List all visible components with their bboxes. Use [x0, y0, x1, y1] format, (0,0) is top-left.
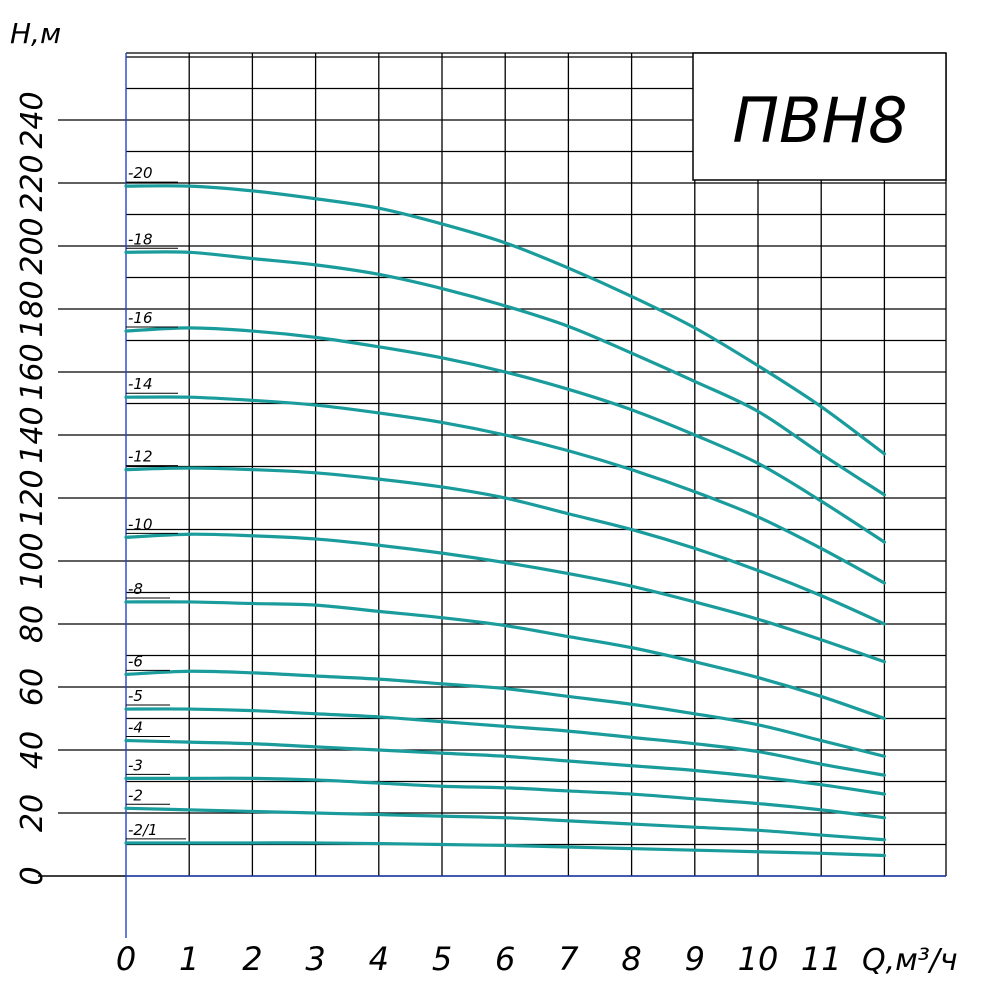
- series-line-1: [124, 250, 886, 497]
- series-labels: -20 -18 -16 -14 -12 -10 -8 -6 -5 -4 -3 -2 -2/1: [126, 164, 186, 840]
- x-axis-label: Q,м³/ч: [862, 943, 958, 978]
- y-tick-label: 80: [15, 605, 50, 643]
- y-tick-labels: 0 20 40 60 80 100 120 140 160 180 200 220 240: [15, 91, 50, 885]
- series-line-2: [124, 326, 886, 544]
- y-tick-label: 220: [15, 154, 50, 211]
- x-tick-label: 4: [369, 940, 389, 978]
- series-line-7: [124, 669, 886, 758]
- x-tick-labels: 0 1 2 3 4 5 6 7 8 9 10 11: [116, 940, 842, 978]
- x-tick-label: 3: [305, 940, 325, 978]
- series-line-6: [124, 600, 886, 721]
- y-tick-label: 20: [15, 794, 50, 832]
- series-label: -8: [128, 580, 143, 598]
- y-tick-label: 60: [15, 668, 50, 706]
- series-line-3: [124, 395, 886, 585]
- series-label: -10: [128, 515, 153, 533]
- series-label: -12: [128, 448, 153, 466]
- y-tick-label: 120: [15, 469, 50, 526]
- x-tick-label: 1: [179, 940, 199, 978]
- x-tick-label: 8: [621, 940, 641, 978]
- x-tick-label: 7: [558, 940, 579, 978]
- series-label: -2/1: [128, 821, 158, 839]
- x-tick-label: 6: [495, 940, 515, 978]
- y-tick-label: 160: [15, 343, 50, 400]
- series-label: -14: [128, 375, 153, 393]
- y-tick-label: 240: [15, 91, 50, 148]
- x-tick-label: 11: [801, 940, 842, 978]
- series-label: -3: [128, 756, 143, 774]
- series-label: -20: [128, 164, 153, 182]
- series-line-12: [124, 841, 886, 858]
- y-tick-label: 0: [15, 866, 50, 885]
- series-line-4: [124, 466, 886, 626]
- x-tick-label: 0: [116, 940, 136, 978]
- x-tick-label: 10: [738, 940, 779, 978]
- y-axis-label: H,м: [10, 17, 61, 50]
- series-label: -4: [128, 719, 143, 737]
- y-tick-label: 200: [15, 217, 50, 274]
- title-box: [692, 52, 947, 181]
- x-tick-label: 2: [242, 940, 262, 978]
- series-line-9: [124, 738, 886, 796]
- series-line-10: [124, 776, 886, 820]
- series-label: -16: [128, 309, 153, 327]
- y-tick-label: 40: [15, 731, 50, 769]
- y-tick-label: 140: [15, 406, 50, 463]
- x-tick-label: 9: [685, 940, 705, 978]
- series-line-0: [124, 184, 886, 456]
- series-label: -18: [128, 230, 153, 248]
- axes: [38, 53, 946, 938]
- y-tick-label: 100: [15, 532, 50, 589]
- series-line-5: [124, 532, 886, 664]
- x-tick-label: 5: [432, 940, 452, 978]
- series-label: -5: [128, 687, 143, 705]
- y-tick-label: 180: [15, 280, 50, 337]
- series-label: -2: [128, 786, 143, 804]
- chart-title: ПВН8: [732, 84, 907, 157]
- series-label: -6: [128, 652, 143, 670]
- series-line-8: [124, 707, 886, 777]
- series: [124, 184, 886, 858]
- series-line-11: [124, 806, 886, 842]
